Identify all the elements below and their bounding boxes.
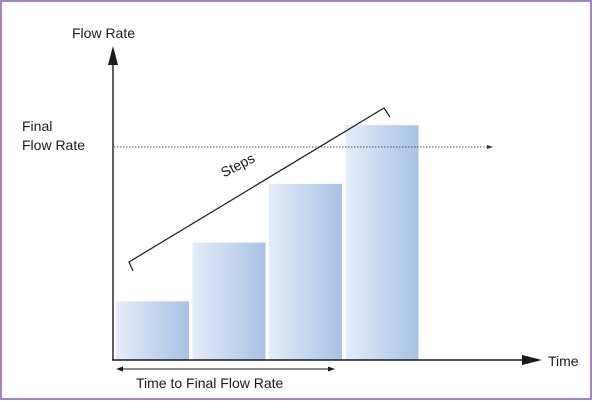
time-to-final-flow-rate-label: Time to Final Flow Rate (136, 375, 284, 391)
steps-bracket (128, 107, 391, 272)
step-bar-1 (116, 301, 189, 360)
y-axis-label: Flow Rate (72, 25, 136, 41)
step-bar-3 (269, 183, 342, 360)
step-bar-4 (345, 125, 419, 360)
duration-arrow-left-head (116, 366, 123, 372)
final-flow-rate-label-line2: Flow Rate (22, 137, 86, 153)
guide-arrowhead (487, 145, 493, 149)
x-axis-label: Time (548, 353, 579, 369)
duration-arrow-right-head (328, 366, 335, 372)
step-bar-2 (192, 242, 266, 360)
y-axis-arrowhead (108, 46, 118, 65)
final-flow-rate-label-line1: Final (22, 118, 53, 134)
x-axis-arrowhead (522, 355, 542, 365)
